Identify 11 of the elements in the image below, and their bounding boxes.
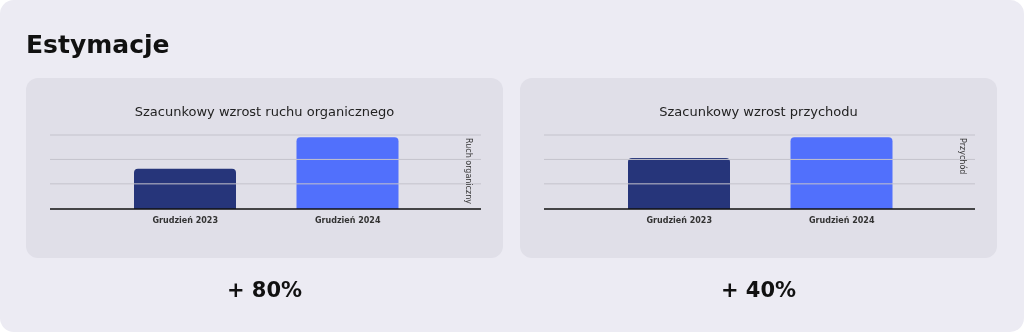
chart-title: Szacunkowy wzrost przychodu	[658, 104, 859, 119]
text: + 40%	[719, 278, 798, 302]
x-tick-label: Grudzień 2023	[646, 215, 713, 225]
text: Estymacje	[26, 30, 170, 59]
x-tick-label: Grudzień 2024	[808, 215, 875, 225]
chart-title: Szacunkowy wzrost ruchu organicznego	[133, 104, 396, 119]
y-axis-title: Przychód	[958, 138, 967, 177]
text: + 80%	[225, 278, 304, 302]
x-tick-label: Grudzień 2024	[314, 215, 381, 225]
x-tick-label: Grudzień 2023	[152, 215, 219, 225]
y-axis-title: Ruch organiczny	[464, 138, 473, 206]
